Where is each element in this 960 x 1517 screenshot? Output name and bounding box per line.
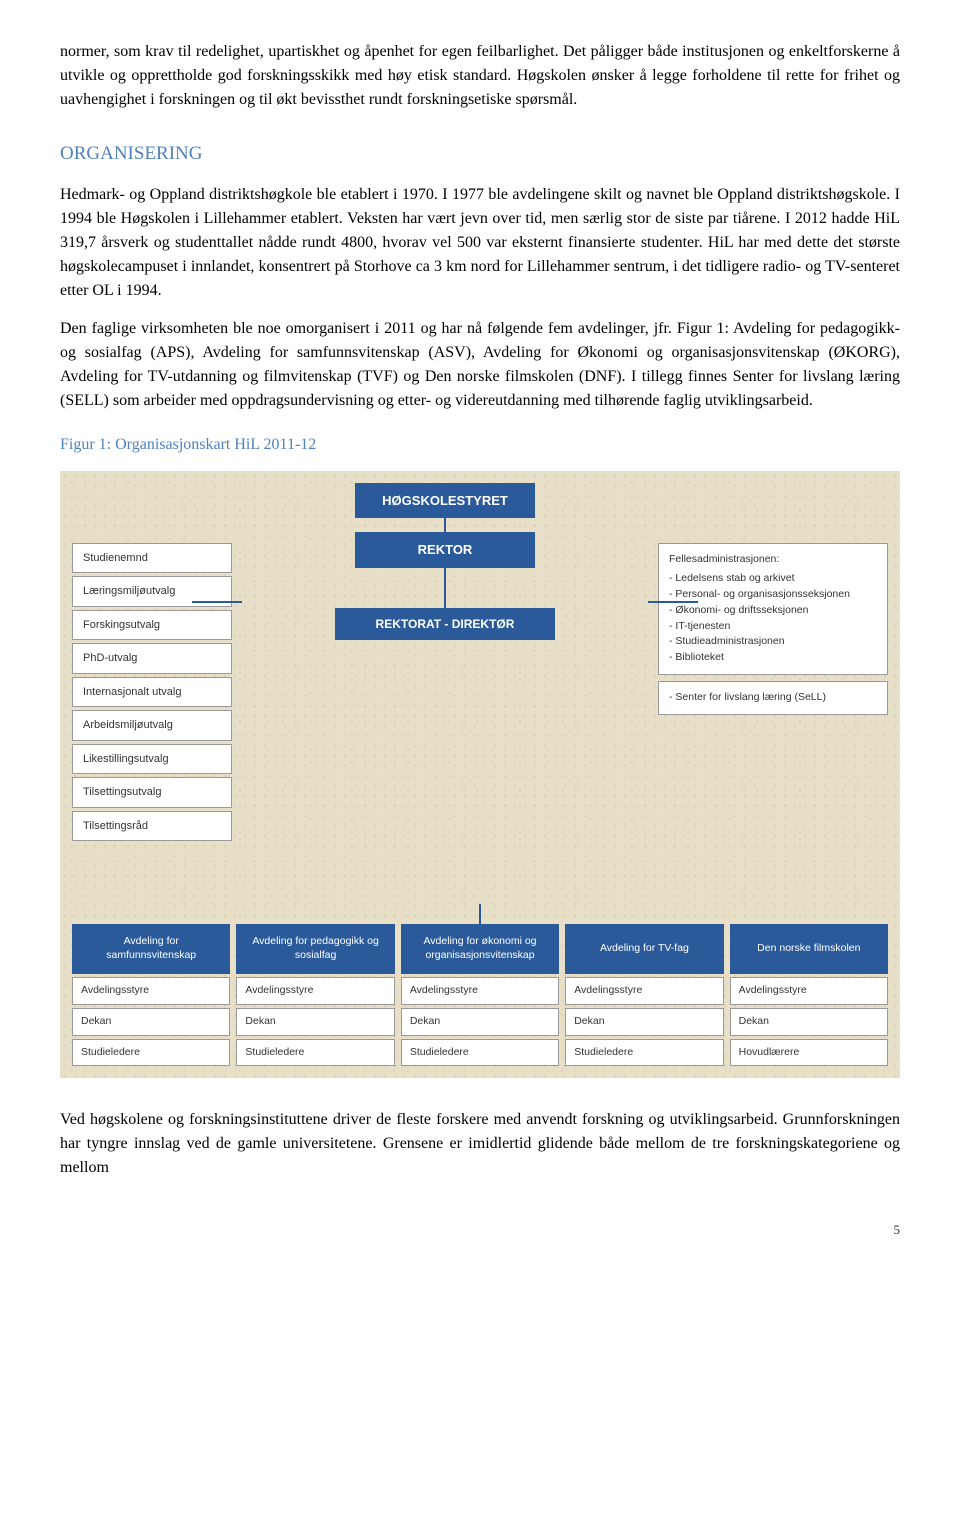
orgchart-admin-item: - Økonomi- og driftsseksjonen [669, 603, 877, 619]
figure-caption: Figur 1: Organisasjonskart HiL 2011-12 [60, 433, 900, 457]
orgchart-connector [444, 568, 446, 608]
orgchart-dept-sub: Dekan [730, 1008, 888, 1036]
orgchart-committee-box: Forskingsutvalg [72, 610, 232, 641]
orgchart-dept: Den norske filmskolen Avdelingsstyre Dekan… [730, 924, 888, 1066]
orgchart-sell-box: - Senter for livslang læring (SeLL) [658, 681, 888, 715]
orgchart-dept-head: Avdeling for TV-fag [565, 924, 723, 974]
orgchart-dept-sub: Avdelingsstyre [730, 977, 888, 1005]
orgchart-dept-sub: Avdelingsstyre [236, 977, 394, 1005]
orgchart-dept: Avdeling for samfunnsvitenskap Avdelingss… [72, 924, 230, 1066]
orgchart-rektorat-box: REKTORAT - DIREKTØR [335, 608, 555, 640]
orgchart-dept-head: Avdeling for pedagogikk og sosialfag [236, 924, 394, 974]
orgchart-styret-box: HØGSKOLESTYRET [355, 483, 535, 519]
orgchart-dept-sub: Dekan [72, 1008, 230, 1036]
orgchart-committee-box: Arbeidsmiljøutvalg [72, 710, 232, 741]
organisering-p2: Den faglige virksomheten ble noe omorgan… [60, 317, 900, 413]
orgchart-committee-box: PhD-utvalg [72, 643, 232, 674]
orgchart-dept-sub: Dekan [401, 1008, 559, 1036]
orgchart-dept-head: Den norske filmskolen [730, 924, 888, 974]
orgchart-admin-item: - Ledelsens stab og arkivet [669, 571, 877, 587]
orgchart-admin-title: Fellesadministrasjonen: [669, 552, 877, 568]
orgchart-admin-item: - Studieadministrasjonen [669, 634, 877, 650]
orgchart-dept: Avdeling for TV-fag Avdelingsstyre Dekan St… [565, 924, 723, 1066]
orgchart-dept-sub: Avdelingsstyre [401, 977, 559, 1005]
organisering-p1: Hedmark- og Oppland distriktshøgkole ble… [60, 183, 900, 303]
orgchart-connector [648, 601, 698, 603]
orgchart-dept: Avdeling for økonomi og organisasjonsvit… [401, 924, 559, 1066]
organisering-heading: ORGANISERING [60, 140, 900, 169]
orgchart-committee-box: Likestillingsutvalg [72, 744, 232, 775]
orgchart-dept-sub: Avdelingsstyre [565, 977, 723, 1005]
orgchart: StudienemndLæringsmiljøutvalgForskingsut… [60, 471, 900, 1079]
orgchart-admin-item: - Biblioteket [669, 650, 877, 666]
orgchart-left-column: StudienemndLæringsmiljøutvalgForskingsut… [72, 543, 232, 845]
orgchart-dept-sub: Studieledere [565, 1039, 723, 1067]
orgchart-connector [192, 601, 242, 603]
orgchart-dept-row: Avdeling for samfunnsvitenskapAvdelingss… [72, 924, 888, 1066]
orgchart-dept-sub: Studieledere [236, 1039, 394, 1067]
orgchart-committee-box: Internasjonalt utvalg [72, 677, 232, 708]
orgchart-dept-sub: Dekan [565, 1008, 723, 1036]
orgchart-committee-box: Tilsettingsråd [72, 811, 232, 842]
orgchart-dept-sub: Hovudlærere [730, 1039, 888, 1067]
orgchart-admin-item: - Personal- og organisasjonsseksjonen [669, 587, 877, 603]
orgchart-sell-label: - Senter for livslang læring (SeLL) [669, 690, 877, 706]
orgchart-admin-item: - IT-tjenesten [669, 619, 877, 635]
orgchart-center-column: HØGSKOLESTYRET REKTOR REKTORAT - DIREKTØ… [242, 483, 648, 640]
orgchart-dept-sub: Studieledere [72, 1039, 230, 1067]
orgchart-dept: Avdeling for pedagogikk og sosialfag Avde… [236, 924, 394, 1066]
orgchart-dept-sub: Avdelingsstyre [72, 977, 230, 1005]
orgchart-right-column: Fellesadministrasjonen: - Ledelsens stab … [658, 543, 888, 715]
orgchart-dept-sub: Studieledere [401, 1039, 559, 1067]
orgchart-dept-sub: Dekan [236, 1008, 394, 1036]
orgchart-admin-box: Fellesadministrasjonen: - Ledelsens stab … [658, 543, 888, 675]
closing-paragraph: Ved høgskolene og forskningsinstituttene… [60, 1108, 900, 1180]
page-number: 5 [60, 1220, 900, 1240]
orgchart-dept-head: Avdeling for økonomi og organisasjonsvit… [401, 924, 559, 974]
orgchart-committee-box: Studienemnd [72, 543, 232, 574]
orgchart-connector [444, 518, 446, 532]
orgchart-rektor-box: REKTOR [355, 532, 535, 568]
orgchart-committee-box: Tilsettingsutvalg [72, 777, 232, 808]
orgchart-dept-head: Avdeling for samfunnsvitenskap [72, 924, 230, 974]
intro-paragraph: normer, som krav til redelighet, upartis… [60, 40, 900, 112]
